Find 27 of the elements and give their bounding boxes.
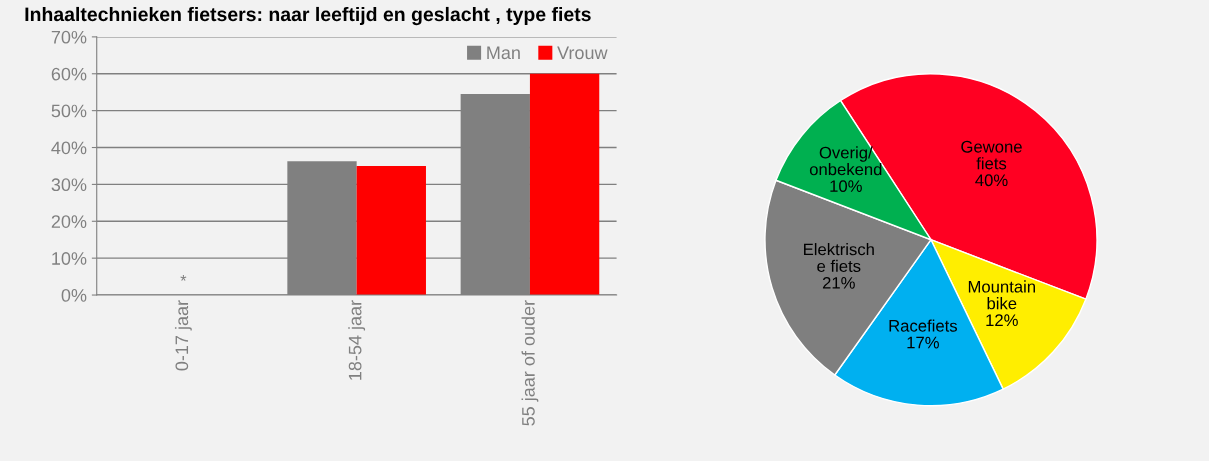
chart-title: Inhaaltechnieken fietsers: naar leeftijd en geslacht , type fiets xyxy=(25,6,591,26)
slice-label: Elektrisch e fiets xyxy=(804,243,874,273)
legend-label: Man xyxy=(487,46,520,60)
x-tick-label: 55 jaar of ouder xyxy=(521,300,539,426)
y-tick-label: 30% xyxy=(51,178,87,192)
slice-label: Overig/ onbekend xyxy=(809,146,882,176)
data-label: 21% xyxy=(822,276,855,289)
bar xyxy=(356,165,426,296)
y-tick-label: 40% xyxy=(51,141,87,155)
slice-label: Gewone fiets xyxy=(961,140,1022,170)
y-tick-label: 70% xyxy=(51,30,87,44)
bar xyxy=(529,73,600,296)
y-tick-label: 0% xyxy=(61,288,87,302)
data-label: 12% xyxy=(986,314,1018,327)
x-tick-label: 18-54 jaar xyxy=(348,300,366,380)
y-tick-label: 50% xyxy=(51,104,87,118)
x-tick-label: 0-17 jaar xyxy=(174,300,192,371)
data-label: 10% xyxy=(830,180,862,193)
data-label: 17% xyxy=(907,336,939,349)
y-tick-label: 60% xyxy=(51,67,87,81)
legend-label: Vrouw xyxy=(557,46,608,60)
y-tick-label: 20% xyxy=(51,215,87,228)
data-label: 40% xyxy=(975,174,1008,187)
slice-label: Racefiets xyxy=(889,319,958,332)
slice-label: Mountain bike xyxy=(968,280,1035,310)
y-tick-label: 10% xyxy=(52,252,87,265)
annotation: * xyxy=(180,274,187,281)
